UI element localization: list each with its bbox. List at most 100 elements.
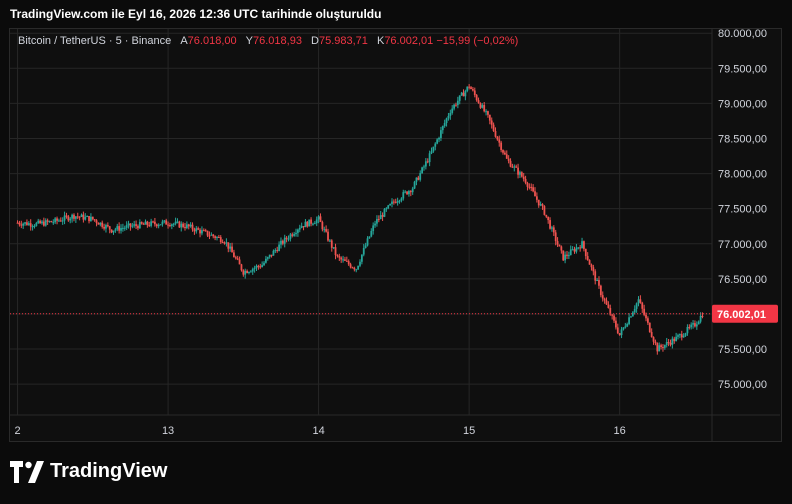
candle-body	[477, 100, 480, 104]
candle-body	[436, 139, 439, 144]
candle-body	[458, 95, 461, 101]
candle-body	[671, 338, 674, 345]
candle-body	[65, 215, 68, 217]
candle-body	[150, 221, 153, 226]
candle-body	[383, 209, 386, 217]
symbol-label[interactable]: Bitcoin / TetherUS · 5 · Binance	[18, 35, 172, 47]
candle-body	[332, 247, 335, 249]
candle-body	[428, 153, 431, 163]
candle-body	[481, 105, 484, 108]
candle-body	[603, 298, 606, 301]
candle-body	[140, 222, 143, 224]
candle-body	[297, 229, 299, 233]
candle-body	[526, 182, 529, 187]
candle-body	[101, 222, 104, 227]
candle-body	[564, 254, 567, 261]
candle-body	[539, 204, 542, 206]
grid-lines	[10, 29, 780, 442]
candle-body	[421, 167, 423, 174]
candle-body	[281, 240, 284, 244]
candle-body	[59, 220, 62, 222]
candle-body	[626, 323, 629, 327]
candle-body	[289, 234, 292, 239]
candle-body	[571, 249, 574, 251]
candle-body	[643, 308, 646, 315]
candle-body	[278, 244, 280, 252]
candle-body	[511, 166, 514, 168]
candle-body	[27, 223, 30, 226]
candle-body	[581, 241, 583, 249]
brand[interactable]: TradingView	[10, 460, 167, 483]
candle-body	[216, 237, 218, 239]
candle-body	[304, 221, 307, 228]
candle-body	[394, 201, 397, 203]
candle-body	[607, 304, 610, 309]
candle-body	[535, 196, 538, 200]
candle-body	[630, 316, 632, 318]
candle-body	[193, 229, 196, 232]
open-value: 76.018,00	[187, 35, 237, 47]
candle-body	[447, 115, 450, 119]
price-tick-label: 79.000,00	[718, 98, 767, 110]
candle-body	[372, 225, 375, 231]
candle-body	[110, 229, 113, 233]
candle-body	[165, 220, 168, 225]
time-tick-label: 15	[463, 425, 475, 437]
candle-body	[658, 345, 661, 352]
candle-body	[18, 222, 21, 225]
candle-body	[210, 234, 213, 236]
candle-body	[628, 317, 630, 324]
candle-body	[494, 131, 497, 137]
candle-body	[404, 191, 407, 193]
candle-body	[135, 224, 137, 226]
candle-body	[528, 186, 531, 188]
candle-body	[242, 270, 245, 275]
candle-body	[300, 226, 303, 228]
candle-body	[48, 221, 51, 223]
close-value: 76.002,01	[384, 35, 434, 47]
candle-body	[460, 92, 463, 96]
candle-body	[328, 240, 331, 242]
candle-body	[31, 226, 34, 228]
candle-body	[295, 232, 297, 235]
candle-body	[408, 191, 410, 195]
candle-body	[490, 120, 493, 125]
candle-body	[370, 230, 373, 237]
candle-body	[496, 136, 499, 140]
candle-body	[434, 143, 437, 147]
candle-body	[663, 344, 666, 348]
candle-body	[108, 226, 111, 230]
candle-body	[483, 105, 486, 112]
candle-body	[577, 247, 580, 249]
candle-body	[276, 250, 279, 252]
candle-body	[690, 324, 693, 328]
candle-body	[541, 204, 544, 207]
candle-body	[633, 308, 636, 313]
candle-body	[594, 271, 597, 281]
candle-body	[116, 226, 119, 230]
candle-body	[163, 220, 166, 222]
candle-body	[46, 220, 49, 222]
candle-body	[142, 223, 145, 225]
change-value: −15,99 (−0,02%)	[436, 35, 519, 47]
candle-body	[368, 236, 371, 239]
candle-body	[409, 191, 412, 193]
candle-body	[502, 150, 504, 153]
candle-body	[266, 257, 269, 259]
candle-body	[453, 104, 455, 109]
candle-body	[451, 108, 454, 113]
candle-body	[665, 342, 668, 345]
open-label: A	[180, 35, 188, 47]
candle-body	[357, 265, 360, 270]
chart-frame[interactable]	[9, 28, 782, 442]
candle-body	[592, 267, 595, 272]
candle-body	[650, 332, 653, 338]
candle-body	[673, 338, 676, 342]
candle-body	[605, 300, 608, 305]
candle-body	[537, 199, 540, 206]
candle-body	[106, 225, 109, 227]
candle-body	[611, 314, 614, 316]
candle-body	[240, 264, 243, 271]
candle-body	[362, 247, 365, 255]
